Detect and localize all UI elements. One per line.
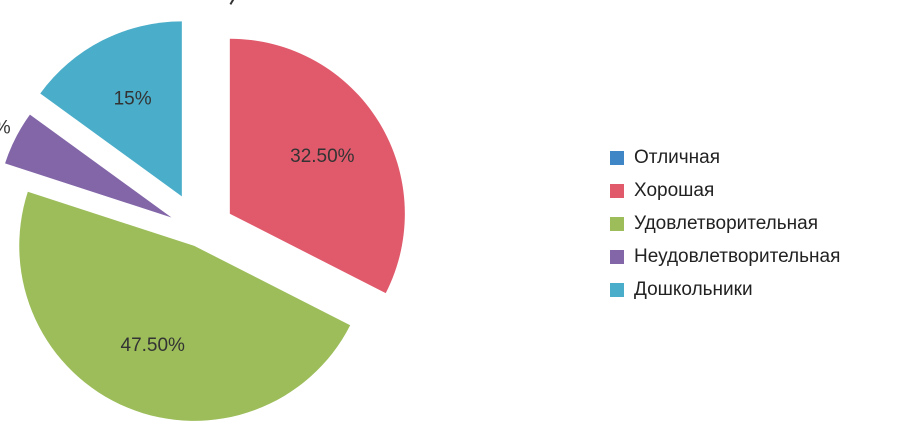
data-label: 47.50% <box>121 335 186 356</box>
legend-label: Отличная <box>634 147 720 168</box>
pie-slice <box>40 21 182 197</box>
data-label: 15% <box>114 89 152 110</box>
legend: Отличная Хорошая Удовлетворительная Неудовл… <box>610 147 840 300</box>
legend-swatch <box>610 250 624 264</box>
pie-slice <box>19 191 351 421</box>
pie-slice <box>5 114 172 218</box>
pie: 0%32.50%47.50%5%15% <box>0 0 405 421</box>
legend-label: Удовлетворительная <box>634 213 818 234</box>
legend-label: Неудовлетворительная <box>634 246 840 267</box>
leader-line <box>229 0 235 5</box>
legend-swatch <box>610 184 624 198</box>
legend-label: Хорошая <box>634 180 714 201</box>
legend-swatch <box>610 217 624 231</box>
data-label: 5% <box>0 118 11 139</box>
legend-swatch <box>610 283 624 297</box>
legend-swatch <box>610 151 624 165</box>
pie-slice <box>229 38 405 294</box>
data-label: 32.50% <box>290 146 355 167</box>
legend-label: Дошкольники <box>634 279 753 300</box>
